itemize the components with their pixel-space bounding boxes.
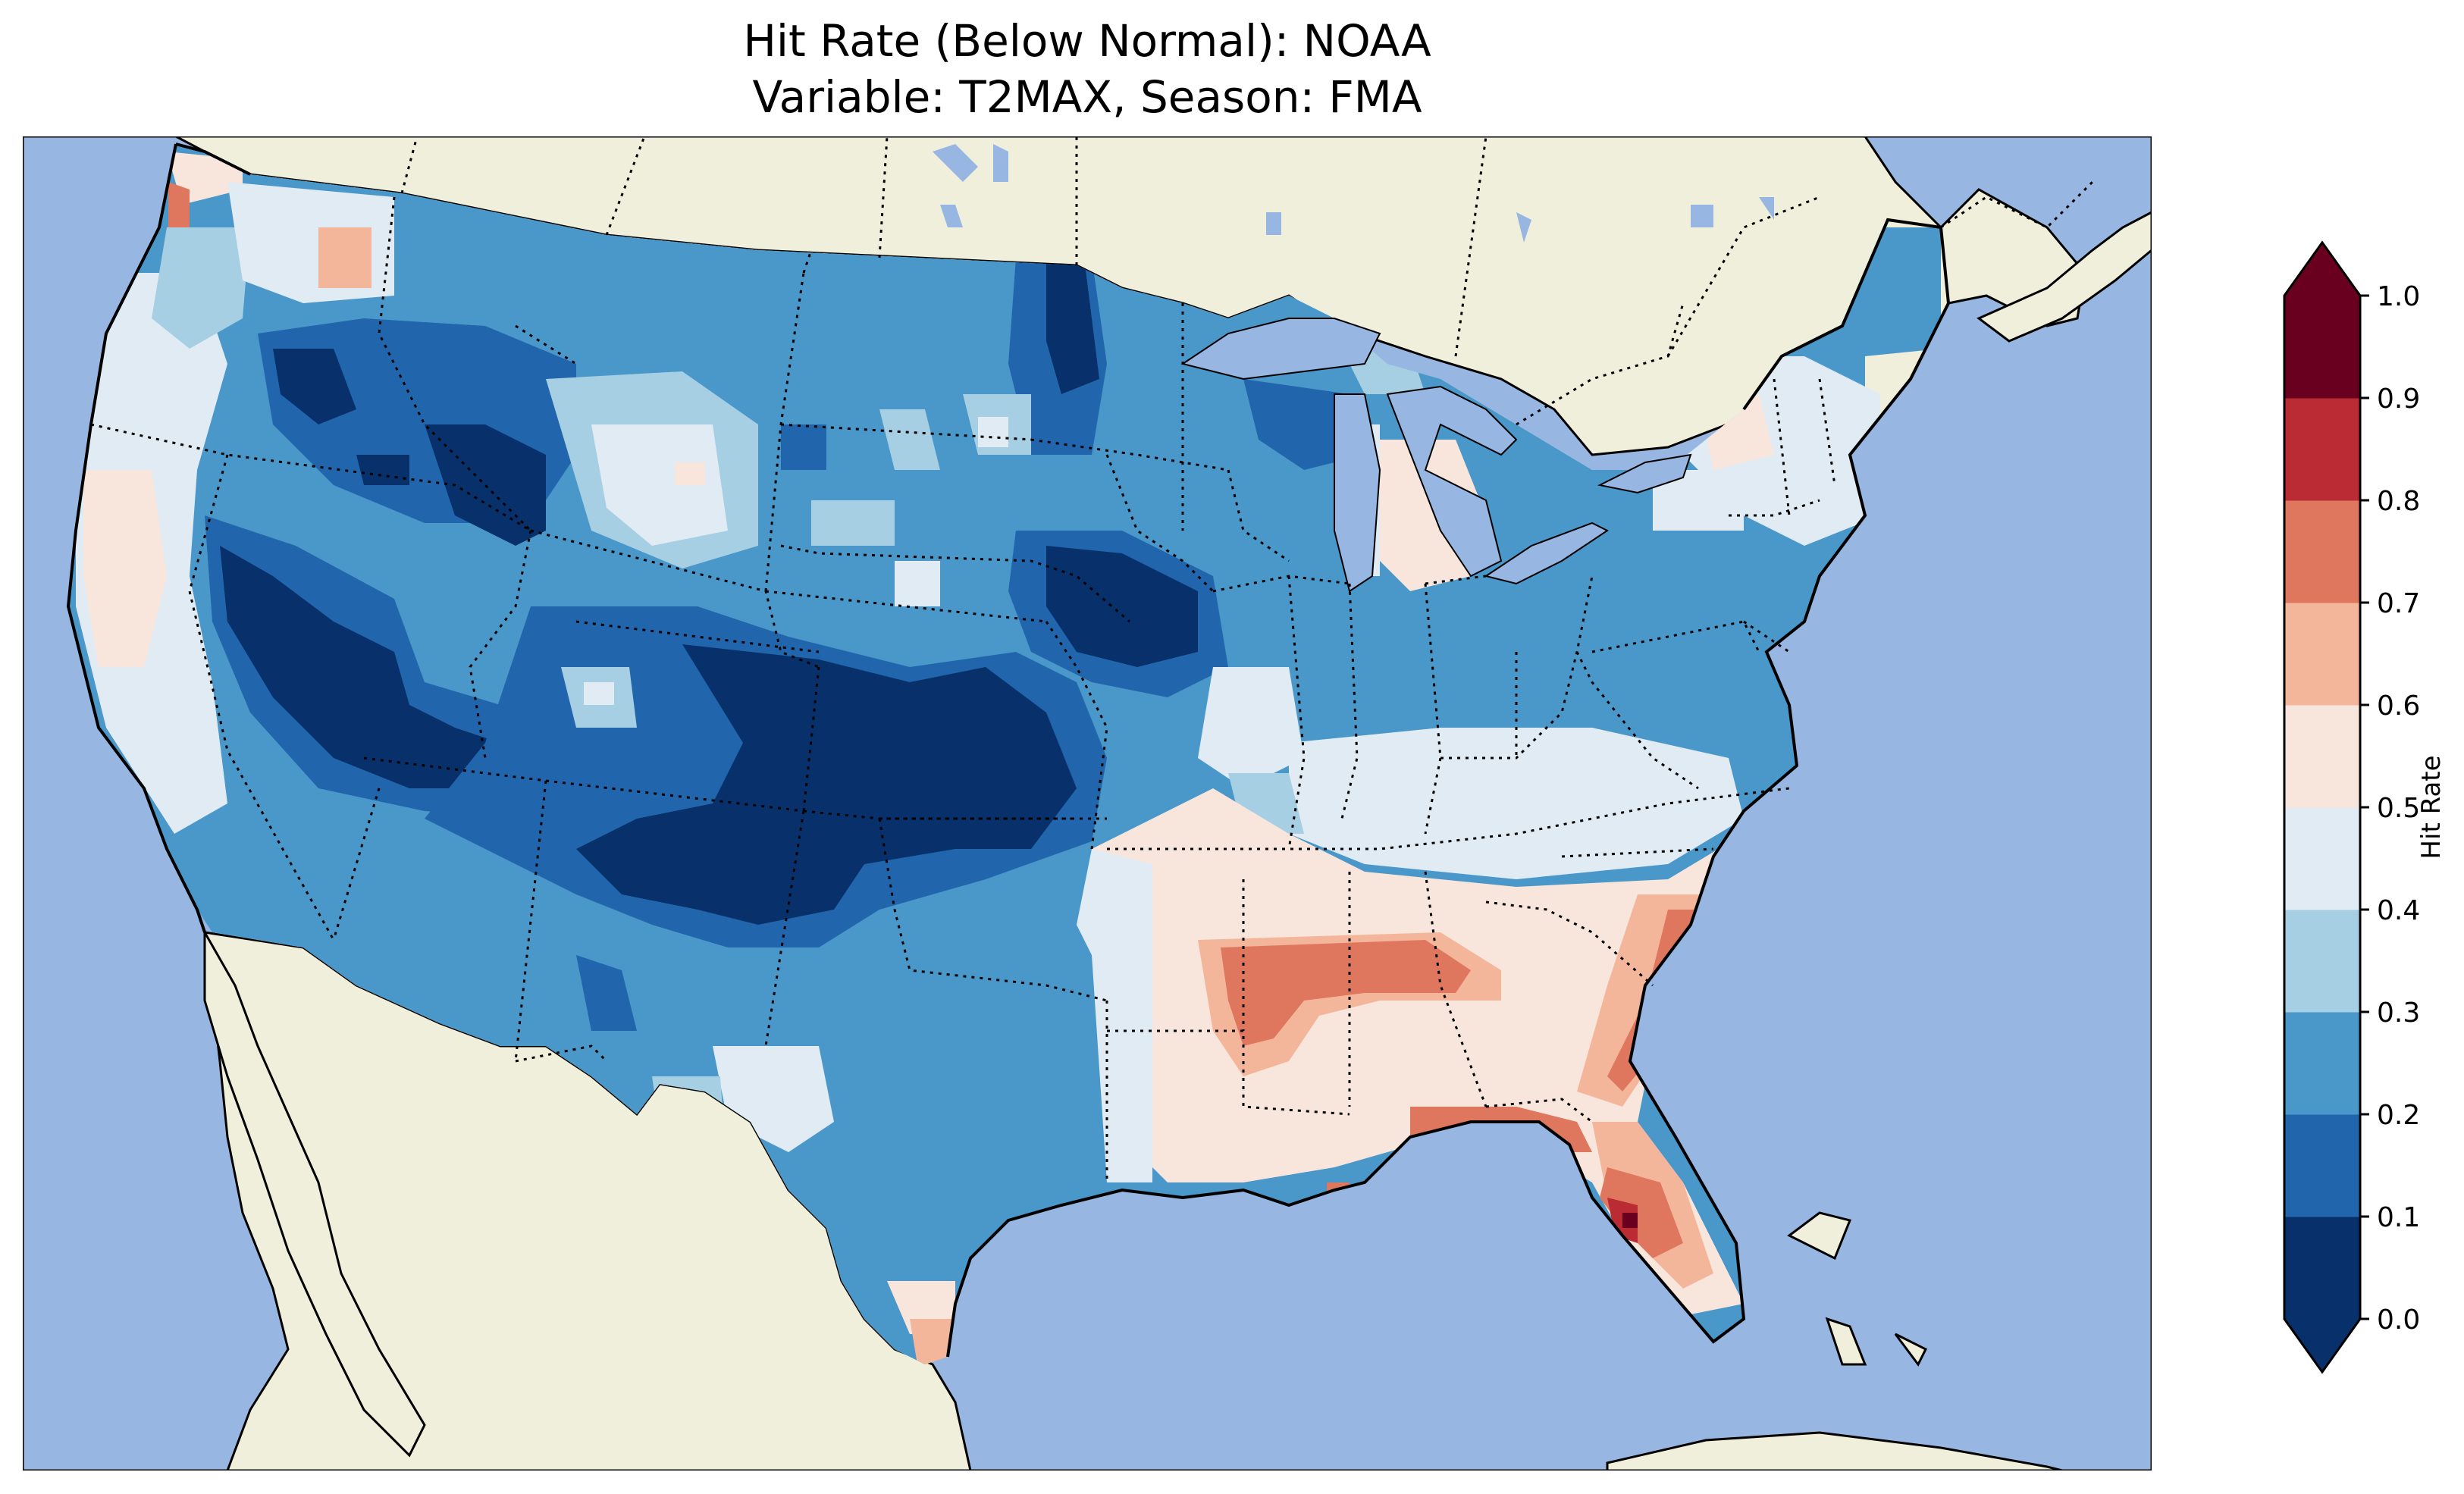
baja-land	[203, 928, 426, 1458]
colorbar-tick-label: 0.0	[2377, 1305, 2420, 1336]
colorbar-segment	[2284, 296, 2360, 399]
bahamas-islands	[1787, 1211, 1928, 1367]
colorbar-extend-high	[2284, 243, 2360, 296]
colorbar-segment	[2284, 1217, 2360, 1320]
colorbar-tick-label: 0.5	[2377, 793, 2420, 824]
colorbar-segment	[2284, 1012, 2360, 1115]
colorbar-tick-label: 0.2	[2377, 1100, 2420, 1131]
province-borders	[400, 136, 2094, 426]
colorbar-tick-label: 1.0	[2377, 281, 2420, 312]
colorbar-segment	[2284, 910, 2360, 1013]
colorbar-segment	[2284, 398, 2360, 501]
colorbar: 0.0 0.1 0.2 0.3 0.4 0.5 0.6 0.7 0.8 0.9 1.0 Hit Ra…	[2283, 240, 2447, 1374]
colorbar-segment	[2284, 1114, 2360, 1217]
colorbar-tick-label: 0.9	[2377, 384, 2420, 415]
state-borders	[90, 196, 1867, 1182]
colorbar-label: Hit Rate	[2416, 755, 2447, 859]
canada-lakes	[933, 144, 1774, 243]
colorbar-tick-label: 0.6	[2377, 691, 2420, 722]
colorbar-segment	[2284, 500, 2360, 603]
colorbar-segment	[2284, 705, 2360, 808]
colorbar-tick-label: 0.1	[2377, 1202, 2420, 1233]
colorbar-tick-label: 0.4	[2377, 895, 2420, 926]
colorbar-segment	[2284, 807, 2360, 910]
maritimes-land	[1977, 211, 2152, 343]
cuba-land	[1606, 1431, 2063, 1471]
colorbar-tick-label: 0.3	[2377, 998, 2420, 1029]
colorbar-extend-low	[2284, 1319, 2360, 1372]
map-panel	[23, 136, 2152, 1471]
colorbar-tick-label: 0.8	[2377, 486, 2420, 517]
great-lakes	[1180, 318, 1692, 593]
title-line-1: Hit Rate (Below Normal): NOAA	[743, 15, 1431, 67]
colorbar-segment	[2284, 603, 2360, 706]
title-line-2: Variable: T2MAX, Season: FMA	[752, 71, 1422, 123]
colorbar-tick-label: 0.7	[2377, 588, 2420, 619]
